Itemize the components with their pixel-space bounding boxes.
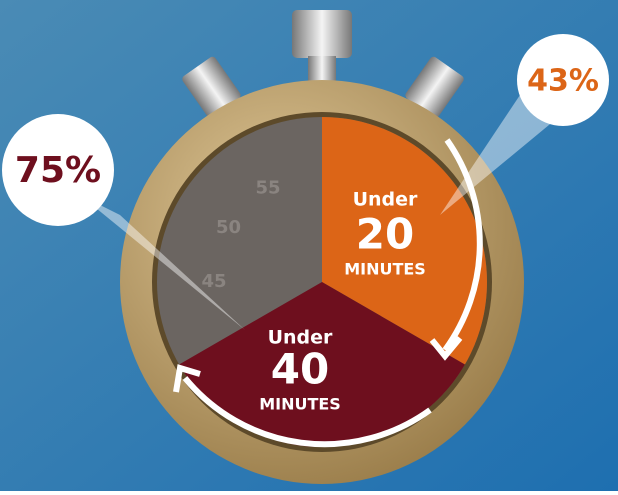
arrow-arc <box>182 376 432 448</box>
arrow-arc <box>442 138 483 352</box>
wedge <box>179 282 465 447</box>
percent-label: 43% <box>527 64 599 99</box>
segment-top: Under <box>353 189 418 211</box>
segment-minutes: 40 <box>271 345 329 394</box>
callout-circle <box>517 34 609 126</box>
arrow-head <box>429 336 463 361</box>
dial-label: 45 <box>201 271 226 292</box>
crown <box>292 10 352 58</box>
percent-label: 75% <box>15 150 101 191</box>
dial-label: 55 <box>255 177 280 198</box>
segment-bottom: MINUTES <box>259 395 341 414</box>
segment-top: Under <box>268 327 333 349</box>
left-button <box>182 56 241 118</box>
segment-bottom: MINUTES <box>344 260 426 279</box>
wedge <box>322 117 487 365</box>
callout-beam <box>440 95 555 215</box>
dial-label: 50 <box>216 217 241 238</box>
right-button <box>405 56 464 118</box>
segment-minutes: 20 <box>356 210 414 259</box>
arrow-head <box>173 364 201 393</box>
callout-circle <box>2 114 114 226</box>
callout-beam <box>80 195 245 330</box>
